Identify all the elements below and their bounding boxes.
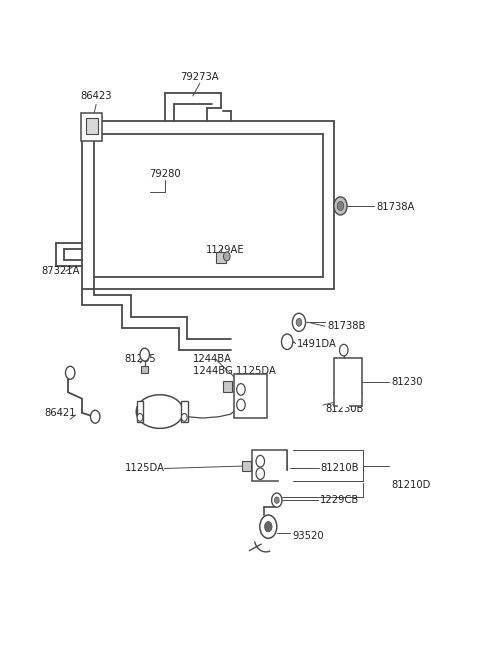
Bar — [142, 366, 148, 373]
Text: 81230: 81230 — [391, 377, 422, 388]
Circle shape — [91, 410, 100, 423]
Text: 1491DA: 1491DA — [297, 339, 336, 348]
Circle shape — [296, 318, 302, 326]
Bar — [224, 381, 232, 392]
Text: 81738B: 81738B — [327, 321, 366, 331]
Text: 81210D: 81210D — [391, 480, 430, 491]
Text: 79280: 79280 — [149, 168, 180, 179]
Text: 81738A: 81738A — [377, 202, 415, 212]
Circle shape — [256, 455, 264, 467]
Text: 86423: 86423 — [80, 91, 112, 101]
Bar — [279, 471, 287, 481]
Text: 81285: 81285 — [124, 354, 156, 364]
Text: 1244BG 1125DA: 1244BG 1125DA — [193, 367, 276, 377]
Bar — [81, 113, 102, 141]
Circle shape — [272, 493, 282, 507]
Circle shape — [334, 197, 347, 215]
Text: 79273A: 79273A — [180, 71, 219, 82]
Bar — [338, 394, 348, 406]
Bar — [86, 118, 97, 134]
Text: 93520: 93520 — [292, 531, 324, 541]
Circle shape — [256, 468, 264, 479]
Circle shape — [137, 413, 143, 421]
Circle shape — [264, 521, 272, 532]
Text: 1129AE: 1129AE — [205, 245, 244, 255]
Text: 1125DA: 1125DA — [124, 464, 165, 474]
Text: 87321A: 87321A — [41, 266, 80, 276]
Text: 81210B: 81210B — [320, 464, 359, 474]
Bar — [234, 374, 267, 418]
Circle shape — [275, 497, 279, 504]
Circle shape — [260, 515, 277, 538]
Text: 1229CB: 1229CB — [320, 495, 360, 505]
Bar — [335, 358, 362, 406]
Bar — [216, 252, 226, 263]
Circle shape — [237, 384, 245, 395]
Text: 86421: 86421 — [44, 408, 76, 418]
Bar — [137, 402, 144, 422]
Circle shape — [65, 366, 75, 379]
Circle shape — [281, 334, 293, 350]
Text: 81230B: 81230B — [325, 404, 363, 414]
Circle shape — [140, 348, 149, 361]
Bar — [242, 460, 251, 471]
Circle shape — [337, 201, 344, 210]
Text: 1244BA: 1244BA — [193, 354, 232, 364]
Circle shape — [237, 399, 245, 411]
Ellipse shape — [136, 395, 183, 428]
Circle shape — [339, 345, 348, 356]
Bar — [252, 451, 287, 481]
Bar — [181, 402, 188, 422]
Circle shape — [181, 413, 187, 421]
Circle shape — [292, 313, 306, 331]
Circle shape — [224, 252, 230, 261]
